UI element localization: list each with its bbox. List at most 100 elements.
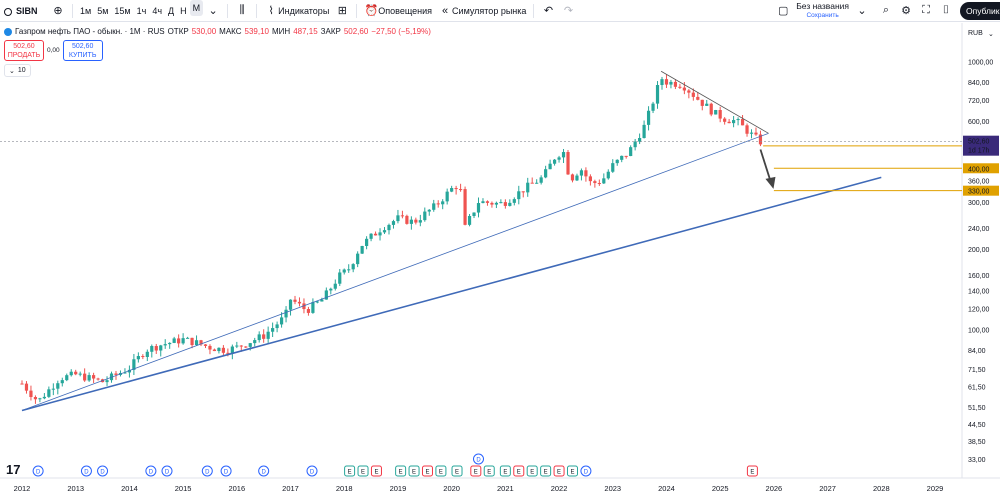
interval-2[interactable]: 15м [114,5,131,16]
x-tick-label: 2019 [390,484,407,493]
candle-body [262,334,266,339]
layout-name: Без названия Сохранить [790,1,855,20]
compare-button[interactable]: ⊕ [48,0,68,22]
interval-0[interactable]: 1м [80,5,92,16]
candle-body [65,375,69,381]
symbol-legend: Газпром нефть ПАО - обыкн. · 1М · RUS ОТ… [4,27,431,36]
low-label: МИН [271,27,291,36]
candle-body [83,373,87,381]
candle-body [190,337,194,346]
event-marker: D [220,465,232,477]
symbol-label: SIBN [16,5,38,16]
templates-button[interactable]: ⊞ [332,0,352,22]
candle-body [369,233,373,239]
event-marker: E [470,465,482,477]
event-marker: D [258,465,270,477]
earnings-icon [408,465,420,477]
x-tick-label: 2015 [175,484,192,493]
event-label: E [374,469,378,475]
last-price-label: 502,60 [968,139,990,146]
sell-button[interactable]: 502,60 ПРОДАТЬ [4,40,44,61]
quick-search-button[interactable]: ⌕ [876,0,896,22]
candle-body [754,132,758,135]
candle-body [20,383,24,385]
candle-body [687,90,691,93]
top-toolbar: SIBN ⊕ 1м 5м 15м 1ч 4ч Д Н М ⌄ ⫼ ⌇ Индикаторы ⊞ … [0,0,1000,22]
buy-button[interactable]: 502,60 КУПИТЬ [62,40,103,61]
divider [533,3,535,18]
event-marker: E [566,465,578,477]
y-tick-label: 44,50 [968,422,986,429]
candle-body [517,191,521,200]
candle-body [69,371,73,376]
interval-dropdown[interactable]: ⌄ [203,0,223,22]
earnings-icon [746,465,758,477]
candle-body [185,337,190,339]
trendline [660,70,769,134]
candle-body [60,380,64,384]
rewind-icon: « [441,4,449,17]
y-tick-label: 200,00 [968,247,990,254]
event-label: E [570,469,574,475]
publish-button[interactable]: Опубликовать [960,2,1000,20]
chart-canvas[interactable]: RUB ⌄ 1000,00 840,00 720,00 600,00 360,00 300,0… [0,23,1000,498]
settings-button[interactable]: ⚙ [896,0,916,22]
alarm-icon: ⏰ [364,5,379,17]
event-marker: E [483,465,495,477]
dividend-icon [80,465,92,477]
dividend-icon [32,465,44,477]
earnings-icon [566,465,578,477]
candle-body [740,119,745,126]
undo-button[interactable]: ↶ [538,0,558,22]
x-tick-label: 2013 [67,484,84,493]
company-logo [4,27,12,36]
snapshot-button[interactable]: ⌷ [936,0,956,22]
undo-icon: ↶ [543,5,554,17]
candle-body [329,288,333,291]
chart-type-button[interactable]: ⫼ [232,0,252,22]
earnings-icon [344,465,356,477]
candle-body [615,159,619,164]
last-price-tag [963,135,999,156]
divider [72,3,73,18]
fullscreen-button[interactable]: ⛶ [916,0,936,22]
candle-body [351,264,355,270]
candle-body [387,224,391,231]
dividend-icon [473,453,484,465]
replay-button[interactable]: «Симулятор рынка [435,0,529,22]
candle-body [226,352,230,354]
candle-body [208,345,212,350]
candle-body [405,215,409,224]
candle-body [552,159,557,164]
interval-5[interactable]: Д [168,5,175,16]
interval-6[interactable]: Н [180,5,187,16]
candle-body [266,331,270,339]
interval-4[interactable]: 4ч [152,5,163,16]
event-label: D [84,469,89,475]
event-marker: E [746,465,758,477]
candle-body [51,388,55,390]
event-marker: E [370,465,382,477]
candle-body [414,219,418,223]
interval-3[interactable]: 1ч [136,5,147,16]
candle-body [490,202,494,205]
alerts-button[interactable]: ⏰ Оповещения [361,0,435,22]
candle-body [172,338,176,343]
candle-body [696,96,700,100]
candle-body [315,301,319,303]
layout-menu[interactable]: ▢ Без названия Сохранить ⌄ [773,0,872,22]
interval-7[interactable]: М [189,0,204,16]
candle-body [472,212,476,216]
symbol-search[interactable]: SIBN [0,0,48,22]
redo-button[interactable]: ↷ [558,0,578,22]
earnings-icon [470,465,482,477]
event-label: E [544,469,548,475]
event-label: E [412,469,416,475]
indicators-button[interactable]: ⌇ Индикаторы [261,0,332,22]
interval-1[interactable]: 5м [97,5,109,16]
event-marker: D [161,465,173,477]
indicators-toggle[interactable]: ⌄ 10 [4,64,31,77]
x-tick-label: 2020 [443,484,460,493]
candle-body [602,178,606,184]
sell-label: ПРОДАТЬ [7,52,41,59]
